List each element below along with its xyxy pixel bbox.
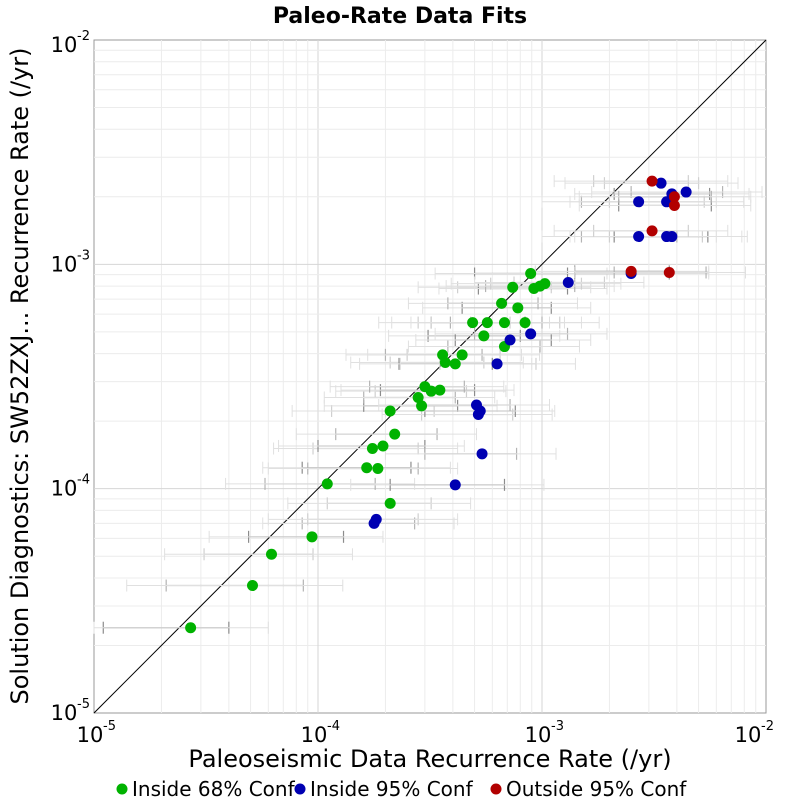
tick-exponent: -5	[77, 697, 90, 712]
x-tick-labels: 10 -5 10 -4 10 -3 10 -2	[77, 719, 774, 747]
data-point	[366, 443, 378, 455]
tick-base: 10	[735, 723, 762, 747]
data-point	[265, 548, 277, 560]
tick-base: 10	[77, 723, 104, 747]
tick-exponent: -2	[77, 29, 90, 44]
data-point	[507, 281, 519, 293]
y-tick-labels: 10-510-410-310-2	[51, 29, 90, 725]
y-tick-label: 10 -2	[51, 29, 90, 57]
chart-title: Paleo-Rate Data Fits	[273, 4, 527, 29]
error-bars	[93, 175, 763, 634]
data-point	[370, 513, 382, 525]
tick-exponent: -4	[77, 473, 90, 488]
tick-base: 10	[51, 252, 78, 276]
y-tick-label: 10 -3	[51, 248, 90, 276]
data-point	[437, 349, 449, 361]
legend-item: Inside 68% Conf	[116, 777, 296, 801]
tick-exponent: -5	[103, 719, 116, 734]
tick-base: 10	[301, 723, 328, 747]
legend: Inside 68% Conf Inside 95% Conf Outside 95…	[116, 777, 687, 801]
data-point	[481, 317, 493, 329]
y-tick-label: 10 -5	[51, 697, 90, 725]
data-point	[512, 302, 524, 314]
tick-base: 10	[51, 477, 78, 501]
data-point	[680, 186, 692, 198]
data-point	[434, 384, 446, 396]
data-point	[504, 334, 516, 346]
data-point	[625, 265, 637, 277]
data-point	[416, 400, 428, 412]
legend-label: Outside 95% Conf	[506, 777, 687, 801]
data-point	[449, 479, 461, 491]
data-point	[377, 440, 389, 452]
data-point	[372, 462, 384, 474]
data-point	[525, 328, 537, 340]
legend-marker	[116, 783, 128, 795]
data-point	[246, 580, 258, 592]
data-point	[646, 225, 658, 237]
tick-base: 10	[51, 33, 78, 57]
data-point	[321, 478, 333, 490]
data-point	[666, 231, 678, 243]
tick-base: 10	[51, 701, 78, 725]
reference-line	[93, 39, 767, 714]
data-point	[562, 276, 574, 288]
data-point	[478, 330, 490, 342]
legend-marker	[294, 783, 306, 795]
data-point	[476, 448, 488, 460]
data-point	[419, 381, 431, 393]
tick-base: 10	[525, 723, 552, 747]
grid	[94, 40, 766, 713]
x-tick-label: 10 -2	[735, 719, 774, 747]
data-point	[633, 231, 645, 243]
data-point	[491, 358, 503, 370]
tick-exponent: -2	[761, 719, 774, 734]
data-point	[668, 191, 680, 203]
legend-label: Inside 95% Conf	[310, 777, 474, 801]
data-point	[412, 391, 424, 403]
tick-exponent: -3	[77, 248, 90, 263]
data-point	[539, 278, 551, 290]
data-point	[668, 199, 680, 211]
x-tick-label: 10 -4	[301, 719, 340, 747]
tick-exponent: -4	[327, 719, 340, 734]
data-point	[449, 358, 461, 370]
data-point	[633, 196, 645, 208]
x-tick-label: 10 -5	[77, 719, 116, 747]
x-axis-label: Paleoseismic Data Recurrence Rate (/yr)	[188, 745, 671, 773]
data-point	[456, 349, 468, 361]
legend-label: Inside 68% Conf	[132, 777, 296, 801]
one-to-one-line	[93, 39, 767, 714]
x-tick-label: 10 -3	[525, 719, 564, 747]
data-point	[519, 317, 531, 329]
data-point	[663, 266, 675, 278]
data-point	[470, 399, 482, 411]
data-point	[498, 317, 510, 329]
data-point	[496, 297, 508, 309]
data-point	[525, 268, 537, 280]
data-point	[646, 175, 658, 187]
legend-item: Inside 95% Conf	[294, 777, 474, 801]
data-point	[306, 531, 318, 543]
legend-marker	[490, 783, 502, 795]
data-point	[384, 497, 396, 509]
data-point	[384, 405, 396, 417]
y-axis-label: Solution Diagnostics: SW52ZXJ... Recurre…	[6, 47, 34, 704]
data-point	[467, 317, 479, 329]
legend-item: Outside 95% Conf	[490, 777, 687, 801]
data-point	[389, 428, 401, 440]
tick-exponent: -3	[551, 719, 564, 734]
y-tick-label: 10 -4	[51, 473, 90, 501]
data-points	[185, 175, 692, 634]
data-point	[185, 622, 197, 634]
data-point	[655, 177, 667, 189]
data-point	[361, 462, 373, 474]
